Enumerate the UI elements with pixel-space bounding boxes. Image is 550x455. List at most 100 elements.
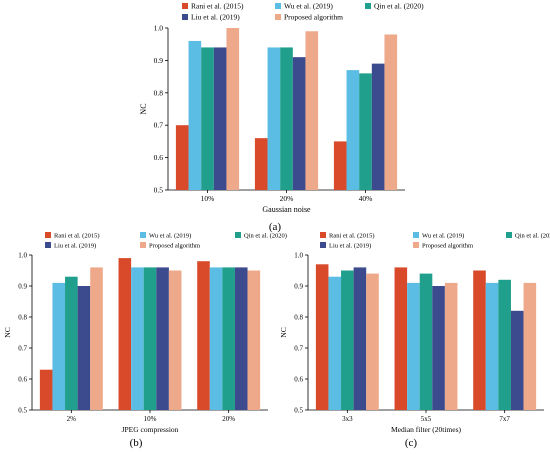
- legend-label: Liu et al. (2019): [54, 243, 96, 250]
- y-tick-label: 0.9: [18, 283, 27, 291]
- bar-c-1-0: [328, 276, 342, 410]
- bar-c-2-2: [498, 279, 511, 410]
- bar-c-4-0: [366, 273, 379, 410]
- bar-b-0-1: [118, 258, 132, 410]
- x-tick-label: 3x3: [342, 415, 353, 423]
- y-tick-label: 0.9: [294, 283, 303, 291]
- legend-swatch: [320, 242, 326, 248]
- legend-swatch: [506, 232, 512, 238]
- bar-b-3-2: [234, 267, 248, 410]
- legend-label: Rani et al. (2015): [191, 2, 244, 11]
- caption-b: (b): [130, 437, 143, 449]
- y-tick-label: 0.8: [154, 88, 164, 97]
- bar-c-2-0: [341, 270, 354, 410]
- bar-b-3-0: [77, 286, 91, 410]
- legend-label: Qin et al. (2020): [374, 2, 424, 11]
- caption-a: (a): [269, 221, 282, 233]
- chart-panel-b: 0.5 0.6 0.7 0.8 0.9 1.0 NC 2% 10% 20% JPEG compres…: [3, 232, 287, 434]
- bar-b-1-0: [52, 282, 66, 410]
- x-axis-label: JPEG compression: [122, 425, 179, 434]
- y-axis-label: NC: [279, 327, 288, 337]
- bar-a-0-0: [175, 125, 189, 190]
- legend-swatch: [45, 242, 51, 248]
- x-tick-label: 40%: [359, 194, 373, 203]
- bar-b-1-1: [131, 267, 144, 410]
- legend-swatch: [182, 3, 188, 9]
- bar-b-4-0: [90, 267, 103, 410]
- y-axis-label: NC: [139, 103, 148, 114]
- bar-a-4-1: [305, 31, 319, 190]
- bar-c-2-1: [419, 273, 433, 410]
- bar-a-3-0: [213, 47, 227, 190]
- legend-label: Proposed algorithm: [149, 243, 200, 250]
- legend-swatch: [275, 14, 281, 20]
- legend-label: Liu et al. (2019): [329, 243, 371, 250]
- x-axis-label: Gaussian noise: [262, 205, 311, 214]
- bar-b-4-2: [247, 270, 261, 410]
- legend-label: Wu et al. (2019): [149, 233, 191, 240]
- y-tick-label: 1.0: [18, 252, 27, 260]
- bar-a-4-2: [384, 34, 398, 191]
- y-tick-label: 0.7: [154, 121, 164, 130]
- bar-c-1-1: [407, 282, 420, 410]
- legend-swatch: [413, 242, 419, 248]
- y-tick-label: 0.5: [154, 186, 164, 195]
- legend-swatch: [413, 232, 419, 238]
- bar-a-3-1: [292, 57, 306, 190]
- y-tick-label: 1.0: [154, 24, 164, 33]
- y-tick-label: 0.6: [18, 376, 27, 384]
- bar-a-0-2: [333, 141, 347, 190]
- y-axis-label: NC: [3, 327, 12, 337]
- legend-swatch: [365, 3, 371, 9]
- legend-label: Rani et al. (2015): [54, 233, 100, 240]
- bar-b-4-1: [168, 270, 182, 410]
- x-tick-label: 10%: [201, 194, 215, 203]
- legend-label: Qin et al. (2020): [515, 233, 550, 240]
- bar-b-1-2: [209, 267, 223, 410]
- bar-b-2-2: [222, 267, 235, 410]
- y-tick-label: 0.5: [294, 407, 303, 415]
- bar-a-4-0: [226, 28, 240, 190]
- bar-b-0-2: [197, 261, 210, 410]
- y-tick-label: 0.5: [18, 407, 27, 415]
- legend-swatch: [182, 14, 188, 20]
- legend-label: Qin et al. (2020): [244, 233, 287, 240]
- bar-b-0-0: [39, 369, 53, 410]
- bar-c-1-2: [485, 282, 499, 410]
- y-tick-label: 1.0: [294, 252, 303, 260]
- x-axis-label: Median filter (20times): [391, 425, 461, 434]
- bar-c-3-0: [353, 267, 367, 410]
- bar-a-1-1: [267, 47, 281, 190]
- bar-c-4-2: [523, 282, 537, 410]
- y-tick-label: 0.8: [294, 314, 303, 322]
- bar-c-0-1: [394, 267, 408, 410]
- bar-c-3-2: [510, 310, 524, 410]
- bar-b-3-1: [156, 267, 169, 410]
- bar-a-2-2: [359, 73, 372, 190]
- legend-swatch: [235, 232, 241, 238]
- x-tick-label: 20%: [222, 415, 235, 423]
- legend-label: Proposed algorithm: [284, 13, 343, 22]
- legend-swatch: [320, 232, 326, 238]
- x-tick-label: 20%: [280, 194, 294, 203]
- y-tick-label: 0.6: [294, 376, 303, 384]
- legend-label: Liu et al. (2019): [191, 13, 240, 22]
- bar-c-0-0: [315, 264, 329, 410]
- bar-a-2-0: [201, 47, 214, 190]
- bar-b-2-0: [65, 276, 78, 410]
- bar-a-1-0: [188, 40, 202, 191]
- bar-a-0-1: [254, 138, 268, 190]
- x-tick-label: 5x5: [421, 415, 432, 423]
- legend-label: Proposed algorithm: [422, 243, 473, 250]
- bar-c-0-2: [473, 270, 486, 410]
- chart-panel-a: 0.5 0.6 0.7 0.8 0.9 1.0 NC 10% 20% 40% Gaussian no…: [139, 2, 424, 215]
- y-tick-label: 0.8: [18, 314, 27, 322]
- y-tick-label: 0.7: [294, 345, 303, 353]
- legend-label: Wu et al. (2019): [284, 2, 333, 11]
- bar-a-3-2: [371, 63, 385, 190]
- x-tick-label: 7x7: [499, 415, 510, 423]
- y-tick-label: 0.9: [154, 56, 164, 65]
- caption-c: (c): [405, 437, 418, 449]
